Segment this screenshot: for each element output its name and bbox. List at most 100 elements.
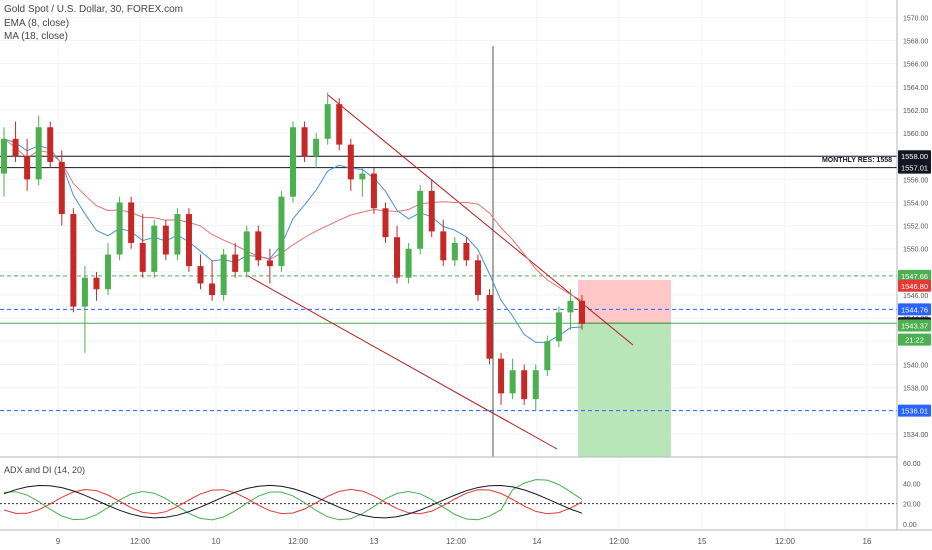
candle-body: [151, 225, 158, 272]
ema-legend[interactable]: EMA (8, close): [4, 18, 70, 29]
candle-body: [220, 254, 227, 296]
price-tick-label: 1562.00: [903, 108, 928, 115]
adx-tick-label: 20.00: [903, 502, 921, 509]
candle-body: [440, 231, 447, 261]
monthly-res-annotation: MONTHLY RES: 1558: [822, 157, 892, 164]
price-tick-label: 1564.00: [903, 85, 928, 92]
candle-body: [532, 370, 539, 400]
candle-body: [521, 370, 528, 400]
price-tag-label: 1557.01: [901, 164, 928, 173]
time-tick-label: 12:00: [446, 537, 467, 546]
candle-body: [209, 283, 216, 296]
adx-tick-label: 0.00: [903, 522, 917, 529]
candle-body: [463, 242, 470, 261]
time-tick-label: 10: [212, 537, 221, 546]
candle-body: [509, 370, 516, 394]
price-tag: [898, 333, 931, 346]
candle-body: [12, 138, 19, 157]
price-tick-label: 1554.00: [903, 200, 928, 207]
time-tick-label: 15: [698, 537, 707, 546]
take-profit-zone: [578, 323, 671, 457]
candle-body: [567, 300, 574, 313]
candle-body: [266, 260, 273, 267]
di-minus-line: [3, 488, 583, 515]
time-tick-label: 13: [370, 537, 379, 546]
adx-tick-label: 40.00: [903, 481, 921, 488]
price-tick-label: 1566.00: [903, 62, 928, 69]
adx-tick-label: 60.00: [903, 461, 921, 468]
candlesticks: [1, 92, 585, 411]
candle-body: [428, 190, 435, 232]
candle-body: [579, 300, 585, 324]
candle-body: [70, 214, 77, 307]
time-tick-label: 9: [56, 537, 61, 546]
price-tag: [898, 319, 931, 332]
price-tick-label: 1540.00: [903, 362, 928, 369]
candle-body: [232, 254, 239, 272]
candle-body: [81, 277, 88, 307]
candle-body: [394, 237, 401, 278]
price-tick-label: 1568.00: [903, 38, 928, 45]
candle-body: [162, 225, 169, 255]
adx-legend[interactable]: ADX and DI (14, 20): [4, 465, 86, 475]
stop-loss-zone: [578, 279, 671, 324]
price-tag-label: 1544.76: [901, 305, 928, 314]
candle-body: [47, 127, 54, 162]
time-tick-label: 16: [863, 537, 872, 546]
candle-body: [451, 242, 458, 261]
price-tick-label: 1534.00: [903, 432, 928, 439]
candle-body: [93, 277, 100, 290]
candle-body: [290, 127, 296, 197]
time-tick-label: 12:00: [288, 537, 309, 546]
adx-panel: [0, 456, 932, 521]
price-tick-label: 1550.00: [903, 247, 928, 254]
candle-body: [24, 156, 31, 180]
price-tag-label: 1543.37: [901, 321, 928, 330]
candle-body: [174, 214, 181, 255]
time-tick-label: 12:00: [775, 537, 796, 546]
price-tick-label: 1570.00: [903, 15, 928, 22]
moving-averages: [3, 138, 583, 343]
adx-line: [3, 484, 583, 519]
candle-body: [486, 295, 493, 359]
candle-body: [35, 127, 42, 180]
candle-body: [417, 190, 424, 249]
time-tick-label: 12:00: [609, 537, 630, 546]
candle-body: [359, 173, 366, 180]
price-tag-label: 1547.66: [901, 272, 928, 281]
candle-body: [116, 202, 123, 255]
horizontal-levels: MONTHLY RES: 1558: [0, 155, 897, 412]
candle-body: [313, 138, 320, 157]
candle-body: [243, 231, 250, 272]
candle-body: [255, 231, 262, 261]
price-tag-label: 1558.00: [901, 152, 928, 161]
chart-title: Gold Spot / U.S. Dollar, 30, FOREX.com: [4, 4, 183, 15]
price-tag: [898, 150, 931, 163]
candle-body: [336, 104, 343, 145]
price-tag: [898, 269, 931, 282]
candle-body: [301, 127, 308, 157]
price-tag: [898, 404, 931, 417]
candle-body: [544, 341, 551, 371]
candle-body: [197, 266, 204, 284]
ma-legend[interactable]: MA (18, close): [4, 31, 68, 42]
price-tick-label: 1560.00: [903, 131, 928, 138]
support-trendline: [247, 275, 558, 450]
price-tick-label: 1546.00: [903, 293, 928, 300]
time-tick-label: 12:00: [130, 537, 151, 546]
price-tag-label: 1546.80: [901, 282, 928, 291]
candle-body: [1, 138, 7, 174]
price-tag-label: 1536.01: [901, 407, 928, 416]
candle-body: [58, 161, 65, 215]
price-tag: [898, 303, 931, 316]
candle-body: [105, 254, 112, 290]
candle-body: [278, 196, 285, 267]
price-tick-label: 1556.00: [903, 177, 928, 184]
di-plus-line: [3, 479, 583, 521]
candle-body: [128, 202, 135, 243]
candle-body: [498, 358, 505, 394]
ema-line: [3, 138, 583, 343]
price-tag-label: 21:22: [905, 336, 924, 345]
